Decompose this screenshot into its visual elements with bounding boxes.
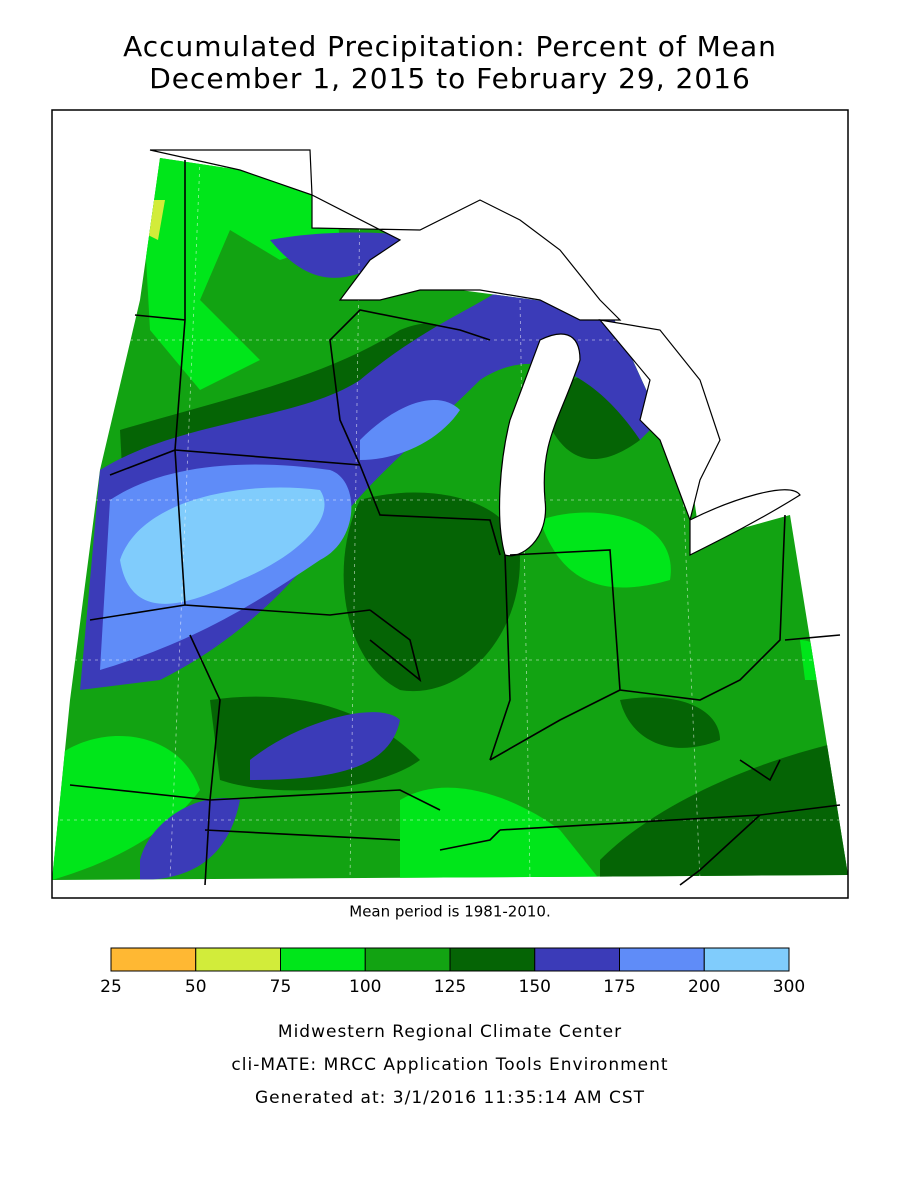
legend-label: 150 bbox=[519, 977, 551, 997]
legend: 25 50 75 100 125 150 175 200 300 bbox=[100, 947, 805, 997]
state-lines bbox=[69, 160, 841, 886]
legend-swatch bbox=[195, 947, 281, 972]
legend-label: 175 bbox=[603, 977, 635, 997]
title: Accumulated Precipitation: Percent of Me… bbox=[123, 30, 777, 63]
legend-label: 300 bbox=[773, 977, 805, 997]
lakes bbox=[149, 149, 801, 557]
legend-label: 25 bbox=[100, 977, 122, 997]
legend-swatch bbox=[110, 947, 197, 972]
legend-label: 75 bbox=[270, 977, 292, 997]
footer-line: cli-MATE: MRCC Application Tools Environ… bbox=[231, 1055, 668, 1075]
subtitle: December 1, 2015 to February 29, 2016 bbox=[149, 62, 751, 95]
map-frame bbox=[51, 109, 849, 899]
footer-line: Midwestern Regional Climate Center bbox=[278, 1022, 622, 1042]
legend-swatch bbox=[619, 947, 705, 972]
legend-label: 100 bbox=[349, 977, 381, 997]
legend-swatch bbox=[449, 947, 536, 972]
legend-swatch bbox=[703, 947, 790, 972]
legend-label: 200 bbox=[688, 977, 720, 997]
map bbox=[51, 109, 849, 899]
note: Mean period is 1981-2010. bbox=[349, 903, 550, 921]
legend-swatch bbox=[280, 947, 366, 972]
legend-swatch bbox=[534, 947, 620, 972]
legend-swatch bbox=[364, 947, 451, 972]
footer-line: Generated at: 3/1/2016 11:35:14 AM CST bbox=[255, 1088, 645, 1108]
legend-label: 50 bbox=[185, 977, 207, 997]
legend-label: 125 bbox=[434, 977, 466, 997]
